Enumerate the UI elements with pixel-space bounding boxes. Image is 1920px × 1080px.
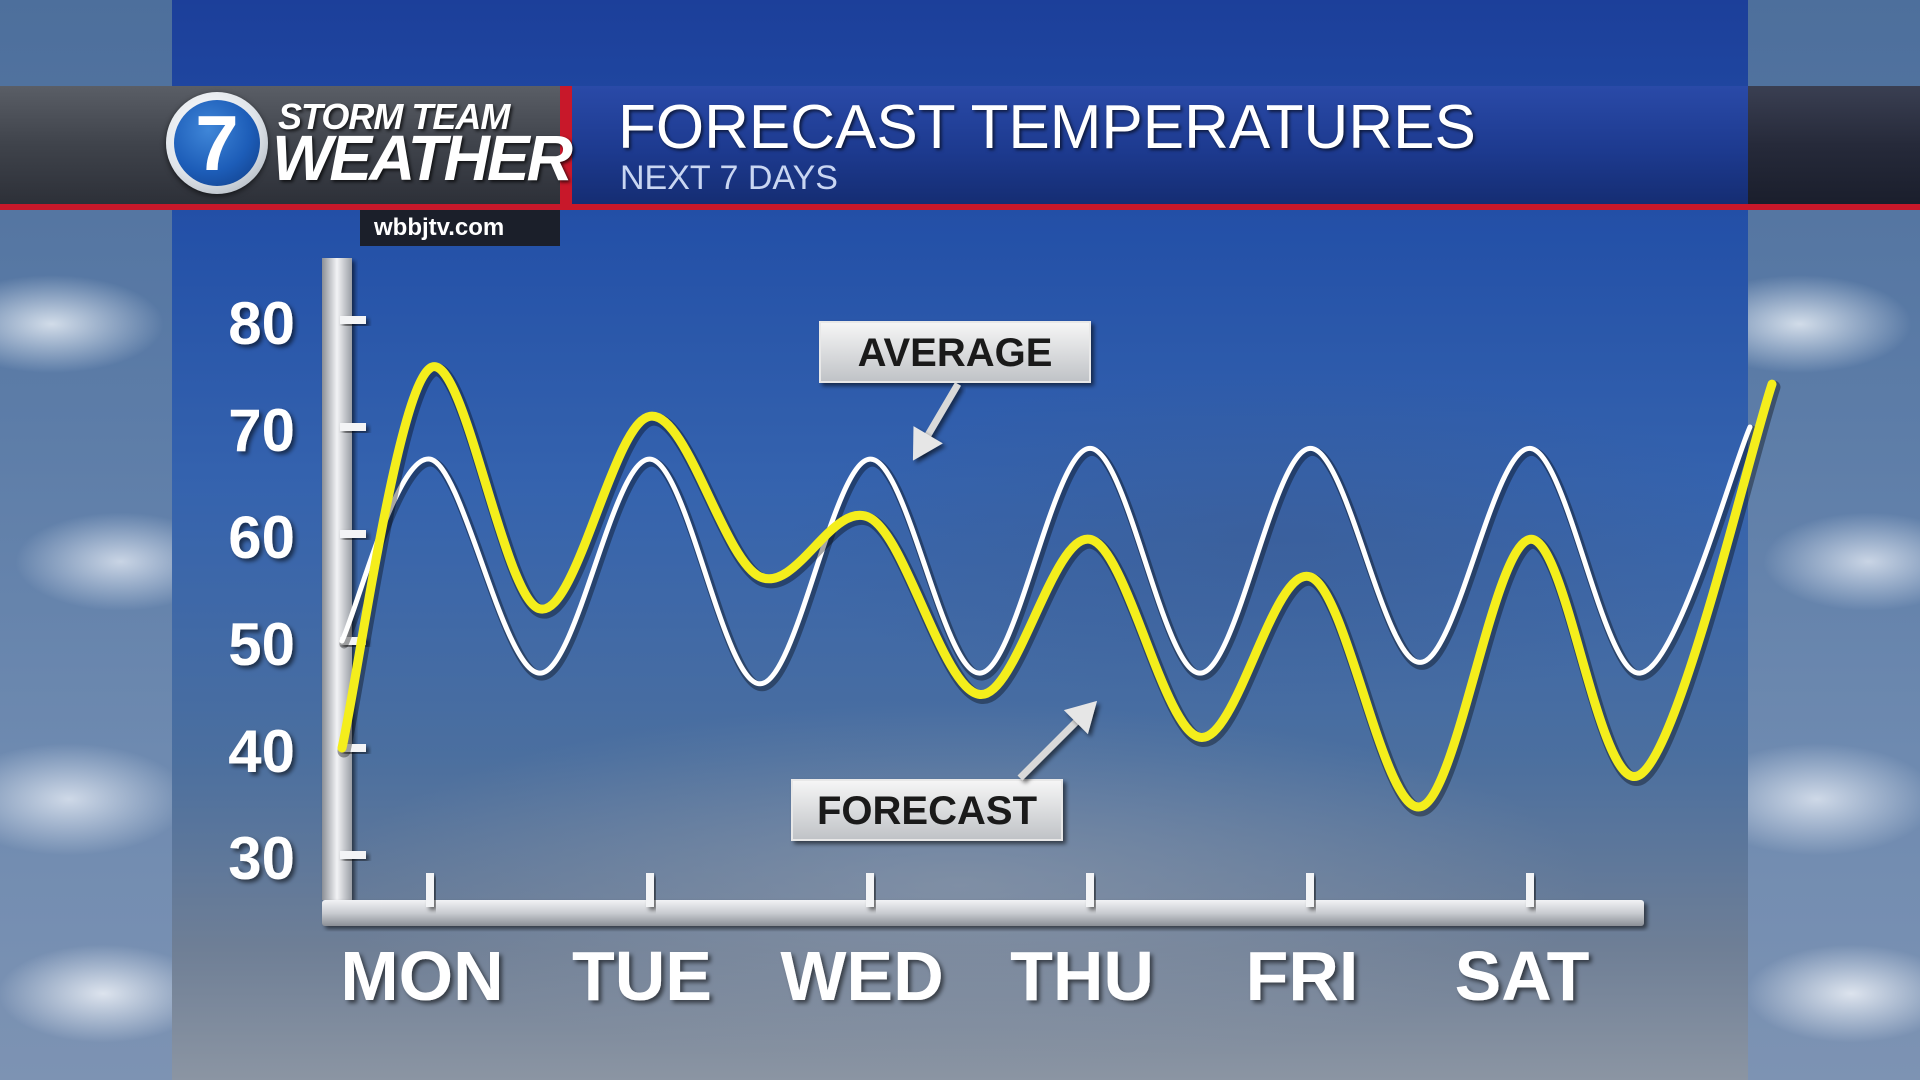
series-line-average: [339, 424, 1753, 687]
y-tick-label: 40: [228, 718, 295, 785]
annotation-arrowhead-average: [912, 426, 943, 461]
annotation-arrowhead-forecast: [1063, 700, 1098, 735]
x-tick: [866, 873, 874, 907]
y-tick-label: 60: [228, 504, 295, 571]
y-tick: [340, 744, 366, 752]
x-tick-label: TUE: [572, 937, 712, 1015]
x-tick: [1306, 873, 1314, 907]
annotation-label-average: AVERAGE: [858, 331, 1053, 375]
url-box: [360, 210, 560, 246]
title-box: [572, 86, 1748, 204]
y-tick-label: 50: [228, 611, 295, 678]
y-axis-bar: [322, 258, 352, 900]
x-tick-label: FRI: [1246, 937, 1359, 1015]
logo-digit: 7: [174, 100, 260, 186]
y-tick: [340, 423, 366, 431]
x-tick-label: THU: [1010, 937, 1154, 1015]
x-tick-label: SAT: [1455, 937, 1590, 1015]
y-tick-label: 80: [228, 290, 295, 357]
y-tick: [340, 851, 366, 859]
x-tick: [646, 873, 654, 907]
page-subtitle: NEXT 7 DAYS: [620, 159, 838, 197]
x-tick: [1526, 873, 1534, 907]
x-tick-label: MON: [340, 937, 503, 1015]
annotation-label-forecast: FORECAST: [817, 789, 1037, 833]
logo-line1: STORM TEAM: [278, 96, 510, 137]
x-tick-label: WED: [780, 937, 943, 1015]
annotation-box-forecast: [791, 779, 1063, 841]
logo-divider: [560, 86, 572, 204]
series-line-shadow-average: [339, 425, 1757, 692]
annotation-box-average: [819, 321, 1091, 383]
x-tick: [426, 873, 434, 907]
y-tick: [340, 316, 366, 324]
y-tick: [340, 530, 366, 538]
x-tick: [1086, 873, 1094, 907]
channel-logo: 7: [166, 92, 268, 194]
y-tick: [340, 637, 366, 645]
logo-box: [0, 86, 560, 204]
y-tick-label: 30: [228, 825, 295, 892]
logo-line2: WEATHER: [272, 122, 573, 194]
station-url: wbbjtv.com: [374, 214, 505, 241]
x-axis-bar: [322, 900, 1644, 926]
y-tick-label: 70: [228, 397, 295, 464]
header-red-line: [0, 204, 1920, 210]
series-line-forecast: [337, 362, 1777, 812]
page-title: FORECAST TEMPERATURES: [618, 93, 1476, 162]
